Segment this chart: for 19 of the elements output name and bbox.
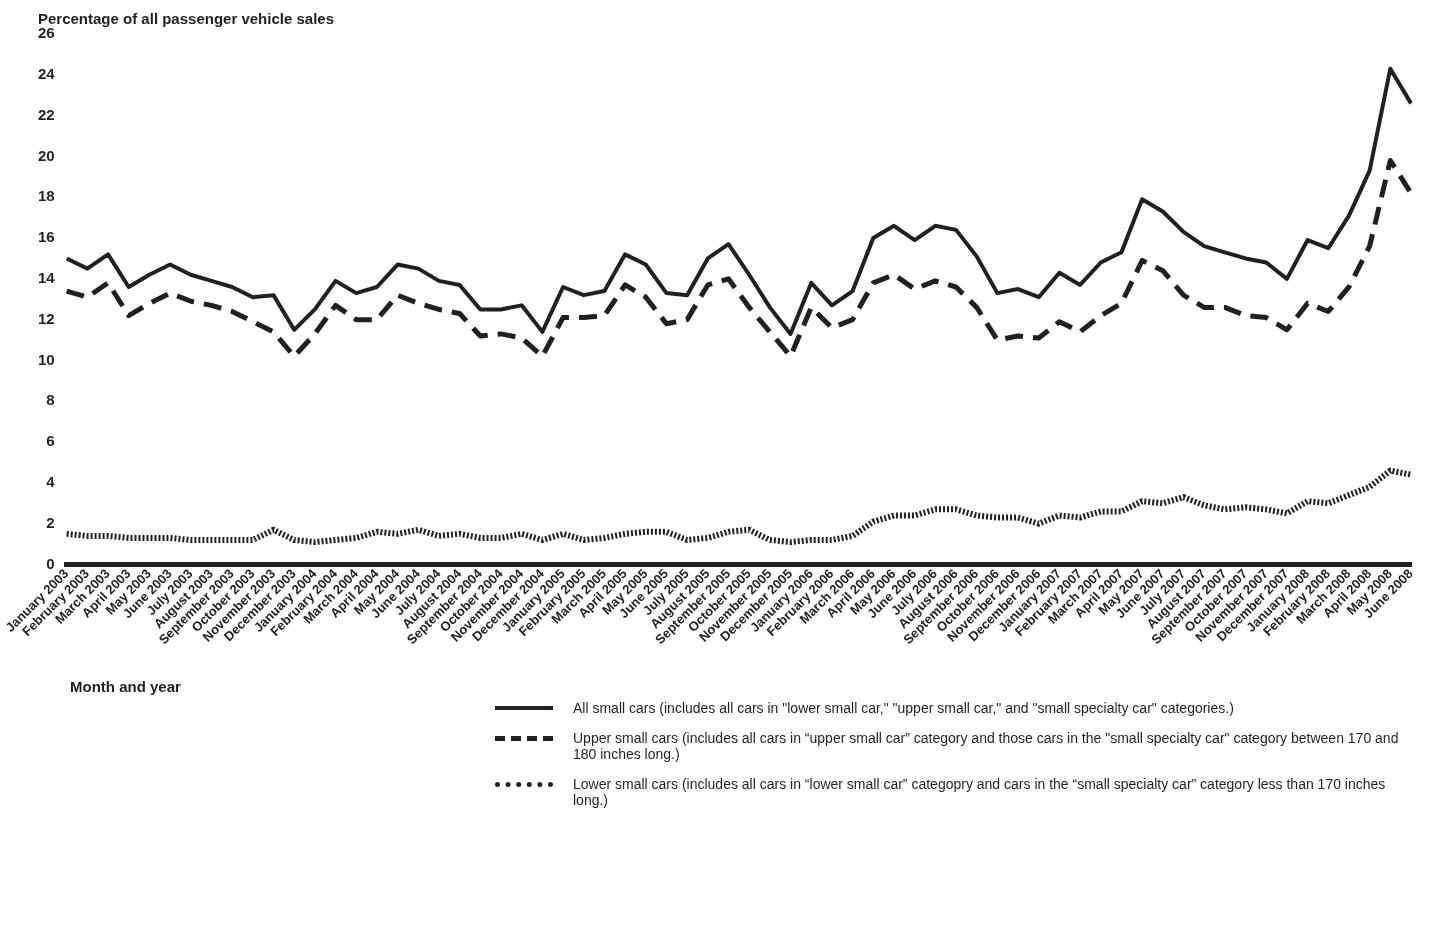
- legend-label: Lower small cars (includes all cars in “lower small car” categopry and cars in the “small specialty car” category less than 170 inches long.): [573, 776, 1387, 808]
- x-axis-title: Month and year: [70, 678, 182, 695]
- legend-label: All small cars (includes all cars in "lower small car," "upper small car," and "small specialty car" categories.): [573, 700, 1234, 716]
- y-tick-label: 10: [38, 350, 55, 368]
- y-tick-label: 4: [46, 472, 56, 490]
- y-tick-label: 12: [38, 309, 55, 327]
- y-tick-label: 0: [46, 554, 55, 572]
- y-tick-label: 6: [46, 432, 55, 450]
- y-tick-label: 2: [46, 513, 55, 531]
- legend-label: Upper small cars (includes all cars in “upper small car” category and those cars in the "small specialty car" category between 170 and 180 inches long.): [573, 730, 1400, 762]
- y-tick-label: 26: [38, 24, 55, 42]
- y-tick-label: 24: [38, 64, 56, 82]
- y-tick-label: 22: [38, 105, 55, 123]
- y-axis-title: Percentage of all passenger vehicle sales: [38, 10, 334, 27]
- y-tick-label: 20: [38, 146, 55, 164]
- y-tick-label: 14: [38, 268, 56, 286]
- y-tick-label: 16: [38, 228, 55, 246]
- y-tick-label: 8: [46, 391, 55, 409]
- y-tick-label: 18: [38, 187, 55, 205]
